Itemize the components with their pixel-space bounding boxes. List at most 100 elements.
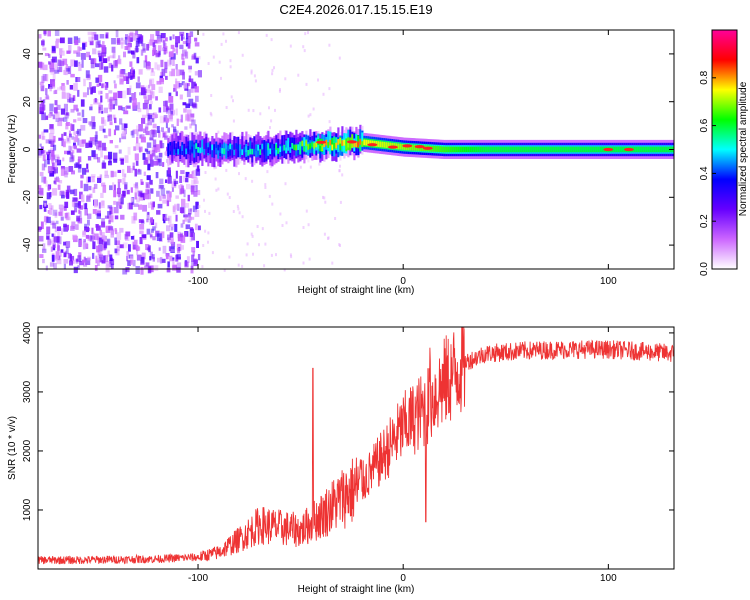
noise-cell — [107, 250, 110, 257]
noise-cell — [61, 138, 64, 147]
ridge-cell — [483, 146, 486, 153]
noise-cell — [179, 175, 183, 183]
noise-cell — [181, 61, 185, 66]
noise-cell — [63, 103, 68, 112]
noise-cell — [112, 171, 117, 177]
noise-cell — [136, 34, 139, 38]
ridge-cell — [541, 146, 544, 153]
noise-cell — [172, 257, 175, 261]
ridge-cell — [231, 144, 234, 151]
ridge-cell — [397, 143, 400, 150]
noise-cell — [67, 137, 70, 142]
ridge-cell — [561, 146, 564, 153]
ridge-cell — [659, 146, 662, 153]
noise-cell — [146, 150, 150, 155]
noise-cell — [108, 128, 112, 137]
noise-cell — [270, 38, 273, 42]
noise-cell — [241, 264, 244, 268]
noise-cell — [164, 37, 168, 42]
noise-cell — [194, 42, 200, 47]
noise-cell — [125, 231, 131, 237]
noise-cell — [178, 83, 182, 88]
noise-cell — [251, 179, 254, 183]
noise-cell — [152, 149, 155, 157]
noise-cell — [186, 89, 191, 98]
ridge-cell — [275, 144, 278, 150]
noise-cell — [182, 58, 185, 63]
noise-cell — [161, 258, 166, 263]
noise-cell — [50, 128, 55, 134]
ridge-cell — [177, 141, 180, 155]
noise-cell — [220, 42, 223, 46]
noise-cell — [124, 182, 128, 190]
noise-cell — [328, 120, 331, 124]
noise-cell — [187, 35, 192, 44]
noise-cell — [175, 214, 178, 222]
noise-cell — [338, 56, 341, 60]
noise-cell — [136, 247, 139, 256]
noise-cell — [162, 162, 165, 167]
noise-cell — [100, 95, 103, 103]
noise-cell — [44, 159, 47, 168]
noise-cell — [213, 166, 216, 170]
noise-cell — [45, 180, 48, 187]
noise-cell — [217, 130, 220, 134]
y-tick-label: -20 — [22, 190, 33, 205]
noise-cell — [90, 87, 93, 95]
noise-cell — [65, 112, 69, 116]
noise-cell — [162, 214, 166, 221]
ridge-cell — [383, 141, 386, 148]
noise-cell — [50, 139, 55, 147]
snr-frame — [37, 326, 675, 570]
noise-cell — [101, 232, 105, 240]
noise-cell — [100, 150, 103, 158]
noise-cell — [42, 74, 47, 81]
noise-cell — [143, 128, 147, 133]
noise-cell — [184, 232, 187, 237]
noise-cell — [48, 54, 51, 58]
noise-cell — [108, 220, 111, 225]
noise-cell — [73, 137, 78, 143]
noise-cell — [130, 187, 133, 193]
noise-cell — [73, 188, 78, 196]
ridge-cell — [529, 146, 532, 153]
noise-cell — [180, 232, 184, 238]
noise-cell — [194, 209, 200, 217]
noise-cell — [125, 73, 128, 78]
noise-cell — [323, 232, 326, 236]
noise-cell — [150, 100, 153, 105]
noise-cell — [114, 215, 119, 220]
colorbar-tick-label: 0.8 — [699, 70, 710, 84]
ridge-cell — [535, 146, 538, 153]
noise-cell — [113, 189, 116, 198]
noise-cell — [159, 77, 164, 85]
noise-cell — [94, 34, 99, 41]
ridge-cell — [361, 141, 364, 147]
ridge-cell — [211, 144, 214, 151]
noise-cell — [87, 31, 93, 36]
ridge-cell — [285, 140, 288, 154]
noise-cell — [142, 114, 147, 118]
noise-cell — [54, 30, 60, 36]
noise-cell — [115, 240, 121, 246]
noise-cell — [218, 60, 221, 64]
noise-cell — [60, 249, 64, 253]
noise-cell — [177, 233, 183, 242]
noise-cell — [265, 33, 268, 37]
ridge-cell — [589, 146, 592, 153]
ridge-cell — [531, 146, 534, 153]
noise-cell — [49, 103, 54, 112]
noise-cell — [160, 187, 166, 196]
noise-cell — [162, 132, 166, 138]
noise-cell — [259, 112, 262, 116]
noise-cell — [39, 143, 42, 147]
ridge-cell — [307, 144, 310, 150]
noise-cell — [189, 236, 193, 242]
noise-cell — [114, 229, 118, 235]
noise-cell — [171, 124, 174, 128]
ridge-cell — [257, 144, 260, 151]
noise-cell — [317, 78, 319, 82]
ridge-cell — [293, 137, 296, 151]
noise-cell — [47, 166, 53, 174]
noise-cell — [93, 200, 98, 208]
